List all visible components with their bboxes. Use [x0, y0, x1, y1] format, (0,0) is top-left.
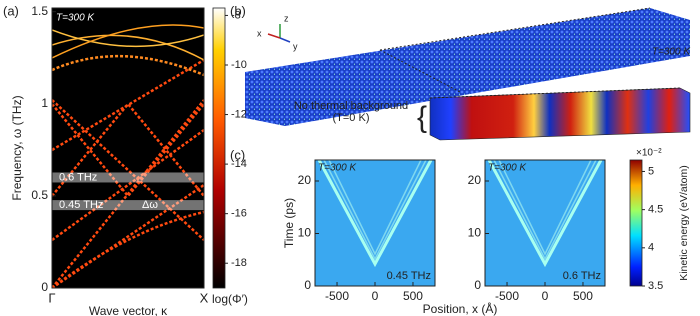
- colorbar-tick-label: -16: [231, 208, 247, 220]
- y-tick-label: 1.5: [31, 4, 48, 18]
- band-label: 0.6 THz: [59, 171, 97, 183]
- wave-front: [317, 159, 433, 268]
- colorbar-tick-label: -10: [231, 59, 247, 71]
- panel-label: (b): [230, 3, 246, 18]
- temperature-label: T=300 K: [652, 47, 691, 58]
- axis-letter: y: [293, 41, 298, 51]
- y-tick-label: 20: [468, 173, 482, 187]
- branch: [52, 54, 204, 77]
- atom-chain: [245, 8, 690, 126]
- annotation: 0.45 THz: [387, 270, 431, 282]
- colorbar: [629, 159, 643, 287]
- colorbar-tick-label: -14: [231, 158, 247, 170]
- frequency-band: [52, 200, 204, 211]
- colorbar-tick-label: -8: [231, 9, 241, 21]
- y-tick-label: 1: [41, 96, 48, 110]
- y-tick-label: 10: [298, 226, 312, 240]
- plot-frame: [51, 7, 205, 289]
- colorbar: [212, 7, 226, 289]
- x-axis-label: Wave vector, κ: [89, 304, 168, 316]
- outline: [379, 7, 651, 51]
- annotation: 0.6 THz: [563, 270, 601, 282]
- panel-label: (c): [230, 147, 245, 162]
- x-category-label: Γ: [48, 290, 55, 305]
- colorbar-multiplier: ×10⁻²: [636, 148, 662, 159]
- branch: [52, 99, 204, 241]
- x-tick-label: 0: [542, 289, 549, 303]
- annotation: T=300 K: [318, 163, 357, 174]
- axis-letter: x: [257, 28, 262, 38]
- y-axis-label: Frequency, ω (THz): [10, 95, 24, 200]
- frequency-band: [52, 172, 204, 183]
- colorbar-tick-label: -12: [231, 108, 247, 120]
- y-tick-label: 0.5: [31, 188, 48, 202]
- heatmap-image: [315, 159, 435, 286]
- branch: [52, 58, 204, 152]
- atom-chain-image: {: [245, 7, 691, 141]
- no-background-label: No thermal background (T=0 K): [293, 100, 409, 124]
- colorbar-label: Kinetic energy (eV/atom): [678, 165, 690, 281]
- wave-front: [487, 159, 603, 268]
- x-category-label: X: [200, 290, 209, 305]
- outline: [379, 49, 461, 93]
- label-box: No thermal background (T=0 K): [293, 100, 409, 124]
- axes-icon: [267, 24, 291, 43]
- x-axis: [267, 33, 281, 39]
- branch: [52, 34, 204, 61]
- colorbar-tick-label: 3.5: [648, 280, 663, 292]
- band-label: 0.45 THz: [59, 199, 103, 211]
- wave-front: [498, 159, 592, 256]
- x-tick-label: -500: [325, 289, 349, 303]
- wave-front: [323, 159, 427, 261]
- annotation: T=300 K: [488, 163, 527, 174]
- branch: [52, 24, 204, 59]
- x-tick-label: 500: [573, 289, 593, 303]
- x-tick-label: 0: [372, 289, 379, 303]
- y-tick-label: 0: [41, 280, 48, 294]
- panel-label: (a): [3, 3, 19, 18]
- branch: [52, 128, 204, 242]
- heatmap-image: [485, 159, 605, 286]
- y-tick-label: 20: [298, 173, 312, 187]
- annotation: Δω: [142, 199, 158, 211]
- colorbar-tick-label: 4: [648, 242, 654, 254]
- y-tick-label: 0: [304, 278, 311, 292]
- brace: {: [417, 101, 427, 134]
- y-tick-label: 0: [474, 278, 481, 292]
- colorbar-tick-label: 5: [648, 165, 654, 177]
- colorbar-tick-label: -18: [231, 257, 247, 269]
- outline: [429, 87, 681, 99]
- x-axis-label: Position, x (Å): [423, 301, 498, 316]
- branch: [52, 29, 204, 48]
- y-tick-label: 10: [468, 226, 482, 240]
- annotation: T=300 K: [56, 13, 95, 24]
- plot-frame: [314, 159, 436, 287]
- branch: [52, 210, 204, 288]
- x-tick-label: -500: [495, 289, 519, 303]
- wave-bar: [429, 87, 691, 141]
- y-axis: [279, 37, 291, 43]
- colorbar-label: log(Φ′): [212, 292, 248, 306]
- wave-front: [493, 159, 597, 261]
- wave-front: [328, 159, 422, 256]
- colorbar-tick-label: 4.5: [648, 204, 663, 216]
- branch: [52, 99, 204, 288]
- plot-frame: [484, 159, 606, 287]
- x-tick-label: 500: [403, 289, 423, 303]
- y-axis-label: Time (ps): [282, 198, 296, 248]
- axis-letter: z: [284, 13, 289, 23]
- dispersion-curves: [52, 24, 204, 288]
